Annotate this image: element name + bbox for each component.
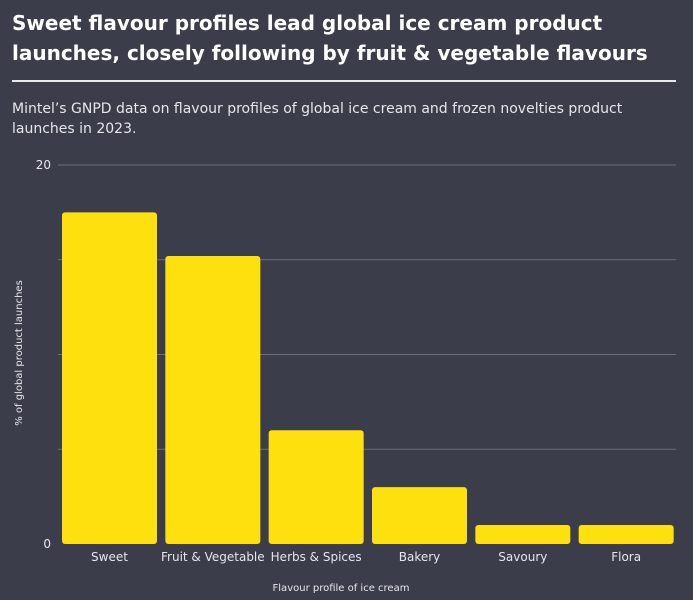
y-axis-label: % of global product launches xyxy=(14,280,25,426)
bars xyxy=(62,212,674,544)
bar xyxy=(268,430,364,544)
x-axis-label: Flavour profile of ice cream xyxy=(273,583,410,594)
chart-subtitle: Mintel’s GNPD data on flavour profiles o… xyxy=(12,101,623,137)
x-tick-label: Fruit & Vegetable xyxy=(161,550,265,564)
bar xyxy=(372,487,467,544)
x-tick-label: Savoury xyxy=(498,550,547,564)
bar xyxy=(475,525,571,544)
gridlines xyxy=(58,164,676,450)
bar xyxy=(578,525,674,544)
title-divider xyxy=(12,80,676,82)
x-tick-label: Herbs & Spices xyxy=(271,550,362,564)
x-tick-labels: Sweet Fruit & Vegetable Herbs & Spices Bake… xyxy=(91,550,641,564)
y-tick-labels: 0 20 xyxy=(36,158,51,551)
x-tick-label: Flora xyxy=(611,550,641,564)
x-tick-label: Sweet xyxy=(91,550,128,564)
y-tick-label: 0 xyxy=(43,537,51,551)
x-tick-label: Bakery xyxy=(399,550,441,564)
chart-title: Sweet flavour profiles lead global ice c… xyxy=(12,11,648,65)
bar xyxy=(62,212,157,544)
y-tick-label: 20 xyxy=(36,158,51,172)
bar xyxy=(165,255,261,544)
